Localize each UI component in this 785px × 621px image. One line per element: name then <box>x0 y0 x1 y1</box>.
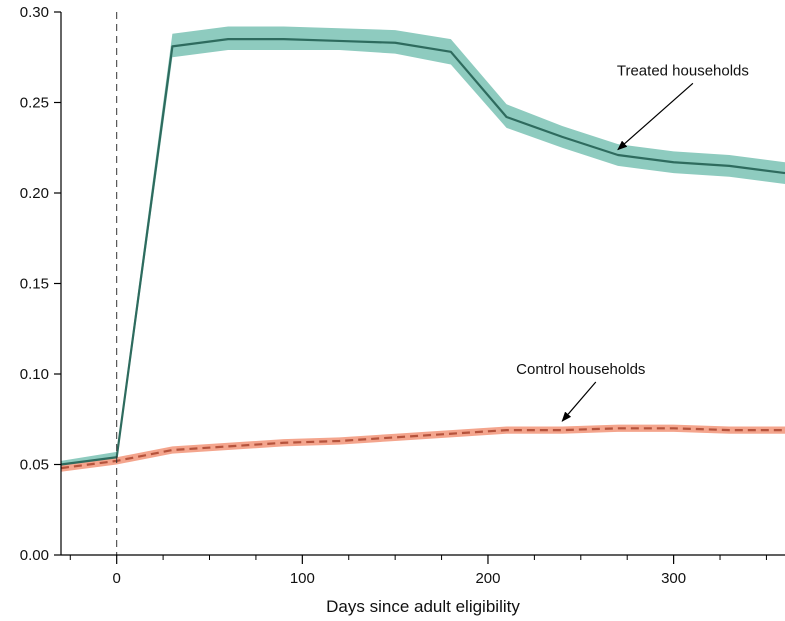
y-tick-label: 0.20 <box>20 185 49 202</box>
series-line-1 <box>60 427 785 470</box>
annotation-arrow-1 <box>561 381 597 422</box>
y-tick-label: 0.00 <box>20 547 49 564</box>
confidence-bands <box>61 26 785 472</box>
y-tick-label: 0.30 <box>20 4 49 21</box>
x-tick-label: 300 <box>661 570 686 587</box>
x-tick-label: 0 <box>113 570 121 587</box>
x-axis-ticks: 0 100 200 300 <box>69 555 767 587</box>
confidence-band-1 <box>61 424 785 472</box>
axes <box>60 12 785 556</box>
y-tick-label: 0.15 <box>20 276 49 293</box>
x-axis-title: Days since adult eligibility <box>326 597 520 616</box>
series-lines <box>60 38 785 470</box>
y-tick-label: 0.05 <box>20 457 49 474</box>
annotation-arrow-0 <box>617 82 694 151</box>
y-tick-label: 0.10 <box>20 366 49 383</box>
annotations: Treated households Control households <box>516 62 749 422</box>
confidence-band-0 <box>61 26 785 469</box>
annotation-label-0: Treated households <box>617 62 749 79</box>
x-tick-label: 100 <box>290 570 315 587</box>
x-tick-label: 200 <box>475 570 500 587</box>
series-line-0 <box>60 38 785 466</box>
y-tick-label: 0.25 <box>20 95 49 112</box>
y-axis-ticks: 0.00 0.05 0.10 0.15 0.20 0.25 0.30 <box>20 4 61 564</box>
annotation-label-1: Control households <box>516 361 645 378</box>
